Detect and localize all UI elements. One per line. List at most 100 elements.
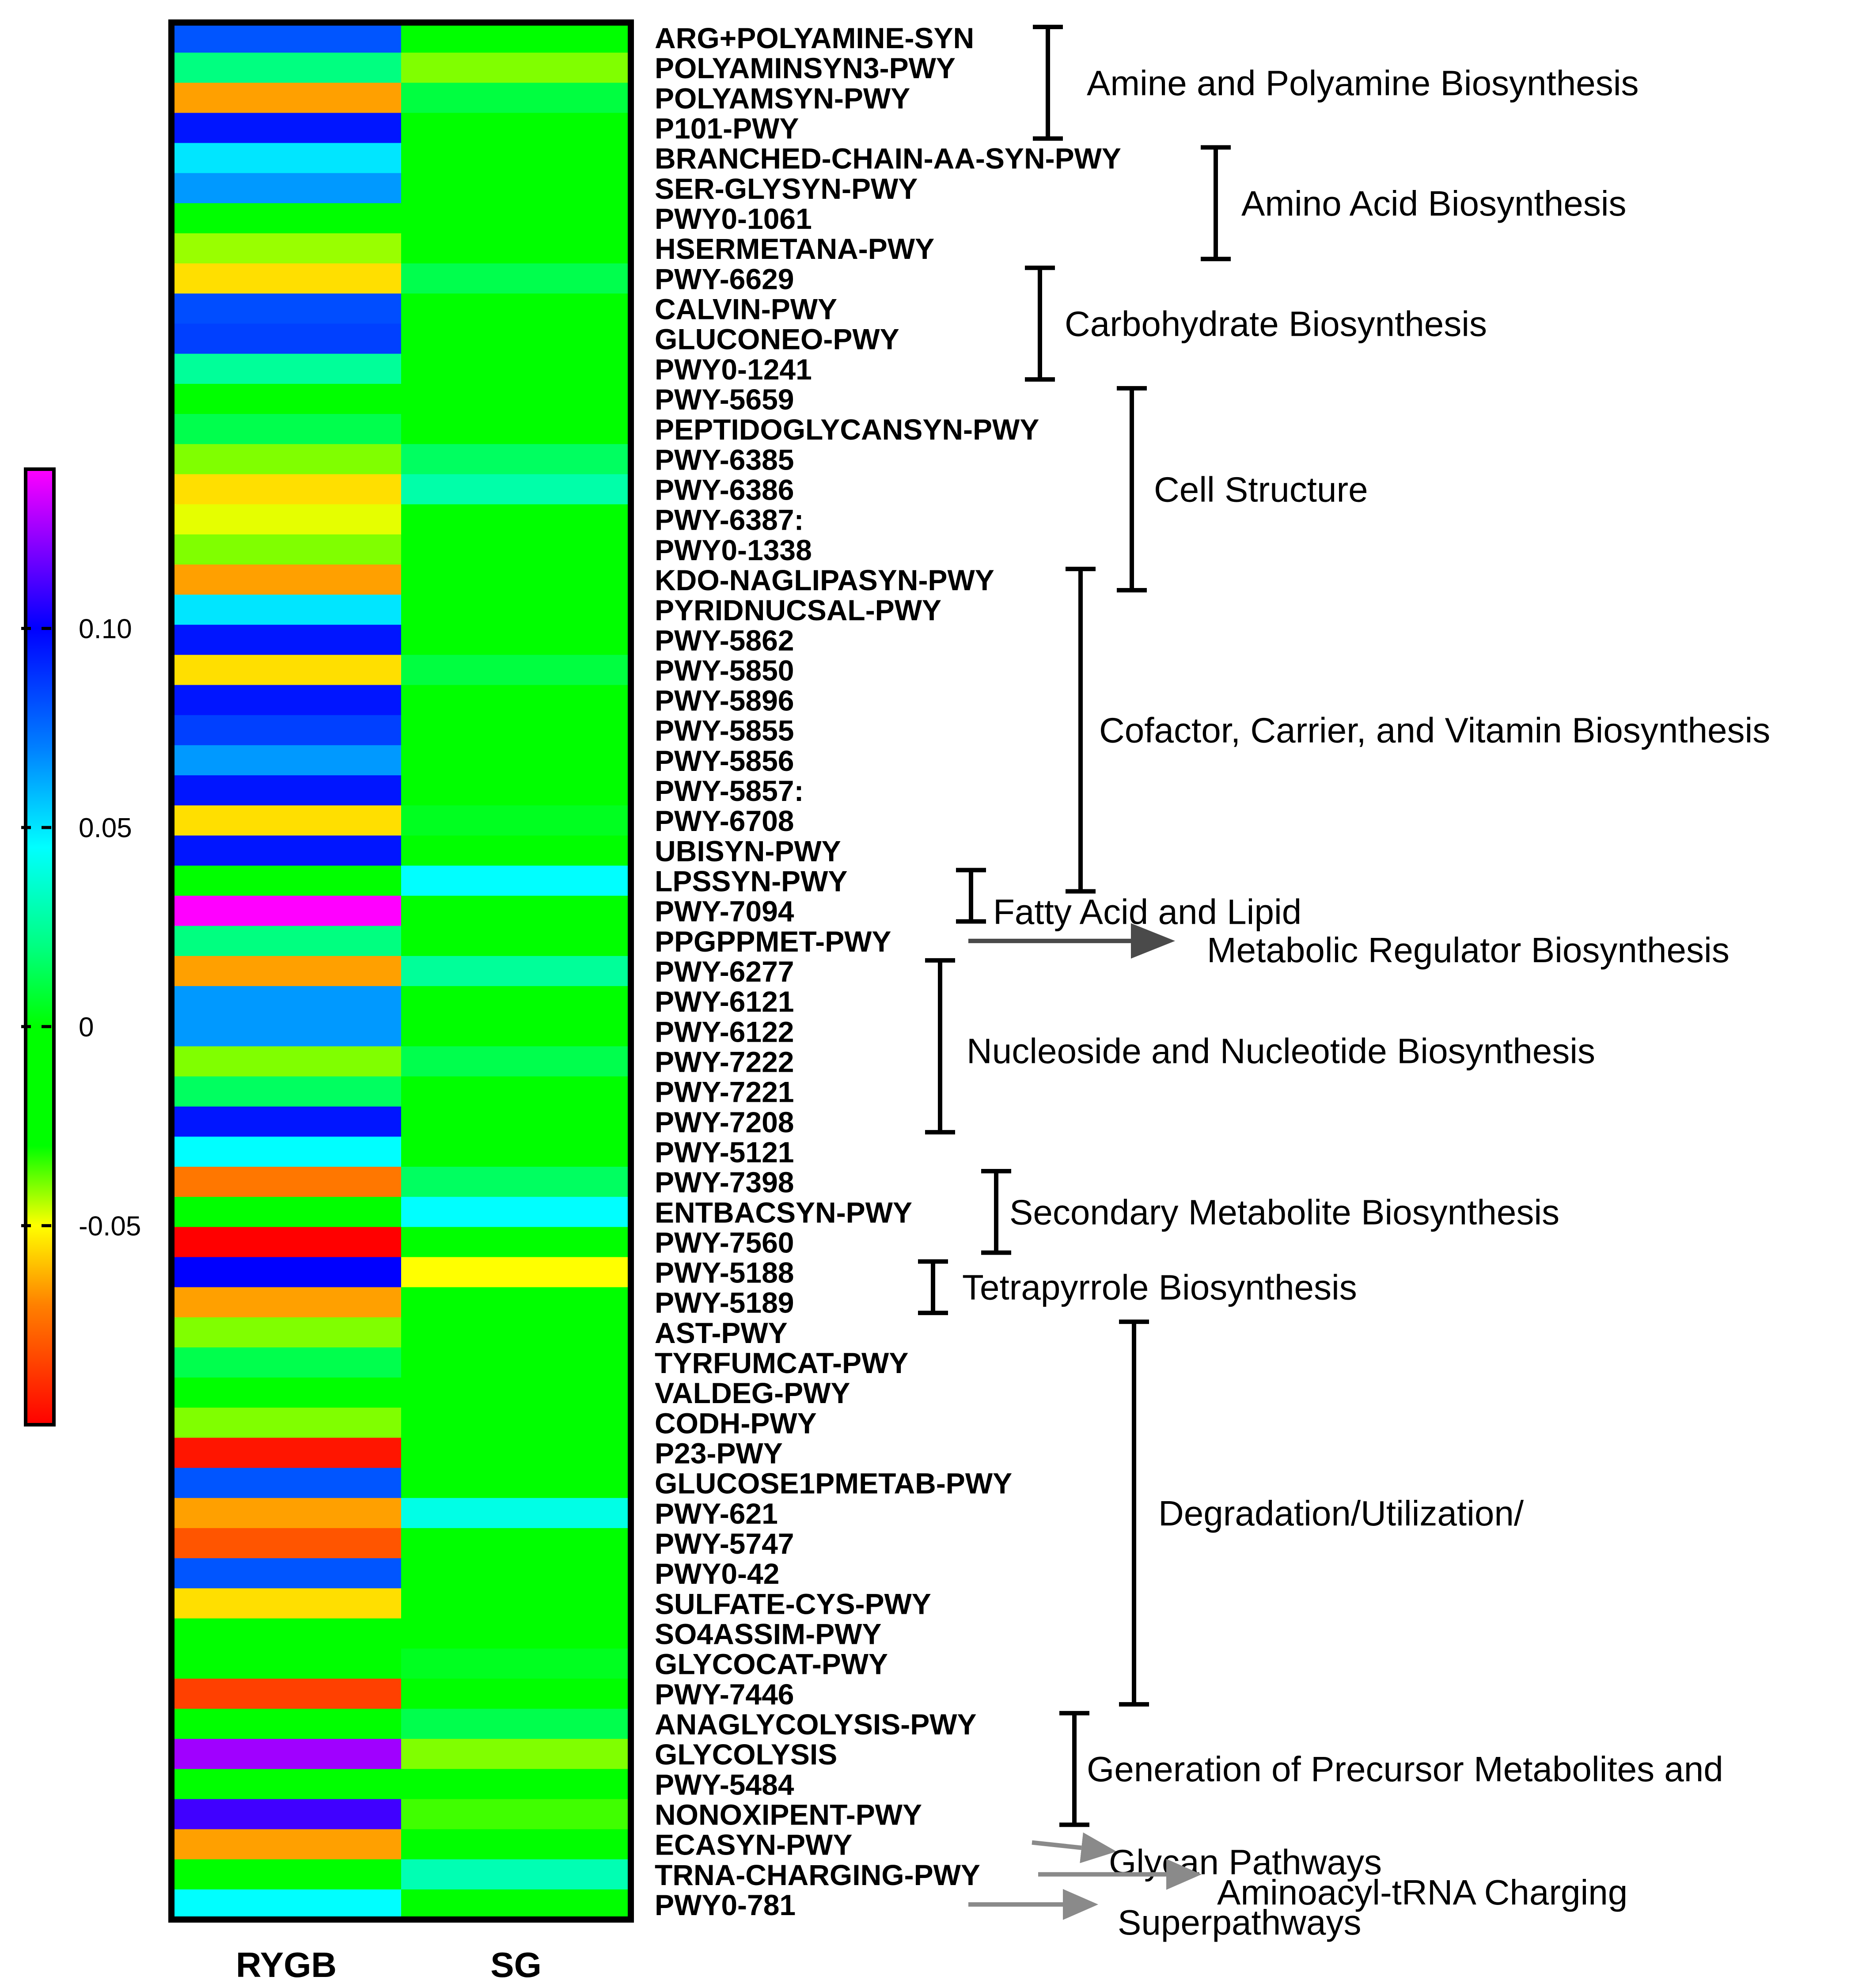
row-label: PWY-6122 xyxy=(655,1015,794,1048)
colorbar-gradient xyxy=(24,467,56,1427)
heatmap-cell-sg-57 xyxy=(401,1739,631,1769)
heatmap-cell-rygb-15 xyxy=(171,474,402,505)
heatmap-cell-rygb-32 xyxy=(171,986,402,1017)
row-label: PWY-5188 xyxy=(655,1256,794,1289)
row-label: PWY-5850 xyxy=(655,654,794,687)
heatmap-cell-rygb-50 xyxy=(171,1528,402,1559)
row-label: PWY-5747 xyxy=(655,1527,794,1560)
heatmap-cell-rygb-3 xyxy=(171,113,402,144)
heatmap-cell-rygb-40 xyxy=(171,1227,402,1258)
row-label: VALDEG-PWY xyxy=(655,1377,850,1409)
row-label: PWY-7560 xyxy=(655,1226,794,1259)
heatmap-cell-rygb-47 xyxy=(171,1438,402,1468)
pathway-groups: Amine and Polyamine Biosynthesis Amino Ac… xyxy=(918,25,1770,1942)
group-label: Amino Acid Biosynthesis xyxy=(1241,184,1627,223)
heatmap-cell-sg-22 xyxy=(401,685,631,716)
row-label: PWY-5121 xyxy=(655,1136,794,1169)
heatmap-cell-rygb-23 xyxy=(171,715,402,746)
heatmap-cell-rygb-42 xyxy=(171,1287,402,1318)
heatmap-cell-rygb-24 xyxy=(171,745,402,776)
group-label: Tetrapyrrole Biosynthesis xyxy=(962,1268,1357,1307)
heatmap-cell-sg-60 xyxy=(401,1829,631,1860)
heatmap-cell-sg-35 xyxy=(401,1076,631,1107)
row-label: PWY-6386 xyxy=(655,473,794,506)
heatmap-cell-rygb-18 xyxy=(171,564,402,595)
colorbar: 0.10 0.05 0 -0.05 xyxy=(21,467,141,1427)
column-labels: RYGB SG xyxy=(236,1945,542,1984)
row-label: P101-PWY xyxy=(655,112,799,145)
row-label: TRNA-CHARGING-PWY xyxy=(655,1859,980,1891)
row-label: CALVIN-PWY xyxy=(655,293,837,326)
group: Nucleoside and Nucleotide Biosynthesis xyxy=(925,958,1595,1134)
row-label: TYRFUMCAT-PWY xyxy=(655,1347,908,1379)
group: Fatty Acid and Lipid xyxy=(956,868,1301,932)
column-label-sg: SG xyxy=(490,1945,542,1984)
row-label: PWY-7221 xyxy=(655,1076,794,1108)
row-label: PWY-5855 xyxy=(655,714,794,747)
heatmap-cell-sg-5 xyxy=(401,173,631,204)
heatmap-cell-rygb-0 xyxy=(171,23,402,53)
group-label: Aminoacyl-tRNA Charging xyxy=(1217,1873,1627,1912)
heatmap-cell-rygb-51 xyxy=(171,1558,402,1589)
row-label: PWY-5896 xyxy=(655,684,794,717)
row-label: PWY-7222 xyxy=(655,1045,794,1078)
heatmap-cell-sg-62 xyxy=(401,1889,631,1920)
row-label: PWY-5189 xyxy=(655,1286,794,1319)
heatmap-cell-rygb-45 xyxy=(171,1377,402,1408)
row-label: PWY-6629 xyxy=(655,262,794,295)
heatmap-cell-sg-41 xyxy=(401,1257,631,1288)
heatmap-cell-rygb-4 xyxy=(171,143,402,174)
heatmap-cell-sg-10 xyxy=(401,323,631,354)
row-label: CODH-PWY xyxy=(655,1407,817,1439)
group: Metabolic Regulator Biosynthesis xyxy=(968,923,1730,970)
heatmap-cell-rygb-54 xyxy=(171,1648,402,1679)
heatmap-cell-rygb-16 xyxy=(171,504,402,535)
heatmap-cell-rygb-38 xyxy=(171,1167,402,1197)
row-label: UBISYN-PWY xyxy=(655,835,841,867)
heatmap-cell-rygb-12 xyxy=(171,383,402,414)
heatmap-cell-sg-46 xyxy=(401,1408,631,1438)
row-label: PWY0-781 xyxy=(655,1889,796,1921)
heatmap-cell-rygb-43 xyxy=(171,1317,402,1348)
row-label: P23-PWY xyxy=(655,1437,783,1470)
heatmap-cell-sg-54 xyxy=(401,1648,631,1679)
heatmap-cell-rygb-33 xyxy=(171,1016,402,1047)
row-label: KDO-NAGLIPASYN-PWY xyxy=(655,564,994,596)
heatmap-cell-sg-44 xyxy=(401,1347,631,1378)
row-label: PWY-7208 xyxy=(655,1106,794,1138)
heatmap-border xyxy=(168,19,634,1923)
heatmap-cell-sg-55 xyxy=(401,1678,631,1709)
heatmap-cell-rygb-61 xyxy=(171,1859,402,1890)
row-label: PWY-6708 xyxy=(655,804,794,837)
heatmap-cell-sg-47 xyxy=(401,1438,631,1468)
row-label: POLYAMSYN-PWY xyxy=(655,82,910,114)
row-label: POLYAMINSYN3-PWY xyxy=(655,52,956,84)
heatmap-cell-rygb-11 xyxy=(171,353,402,384)
row-label: PWY-7094 xyxy=(655,895,794,928)
heatmap-cell-sg-8 xyxy=(401,263,631,294)
row-label: PWY-7446 xyxy=(655,1678,794,1711)
group: Cell Structure xyxy=(1117,386,1368,593)
heatmap-cell-rygb-52 xyxy=(171,1588,402,1619)
row-label: NONOXIPENT-PWY xyxy=(655,1798,922,1831)
group-label: Cell Structure xyxy=(1154,470,1368,509)
heatmap-cell-rygb-62 xyxy=(171,1889,402,1920)
group: Secondary Metabolite Biosynthesis xyxy=(981,1169,1559,1255)
heatmap-cell-rygb-13 xyxy=(171,414,402,444)
row-label: GLUCONEO-PWY xyxy=(655,323,899,356)
heatmap-cell-rygb-30 xyxy=(171,926,402,956)
heatmap-cell-rygb-46 xyxy=(171,1408,402,1438)
group-label: Fatty Acid and Lipid xyxy=(993,892,1301,932)
heatmap-cell-sg-27 xyxy=(401,835,631,866)
row-labels: ARG+POLYAMINE-SYNPOLYAMINSYN3-PWYPOLYAMS… xyxy=(655,22,1121,1921)
heatmap-cell-rygb-27 xyxy=(171,835,402,866)
heatmap-cell-sg-13 xyxy=(401,414,631,444)
heatmap-cell-sg-14 xyxy=(401,444,631,474)
group: Aminoacyl-tRNA Charging xyxy=(1038,1859,1627,1912)
row-label: PWY0-1241 xyxy=(655,353,812,386)
row-label: PEPTIDOGLYCANSYN-PWY xyxy=(655,413,1039,446)
heatmap-cell-sg-26 xyxy=(401,805,631,836)
row-label: PWY-5856 xyxy=(655,744,794,777)
heatmap-cell-rygb-55 xyxy=(171,1678,402,1709)
heatmap-cell-sg-32 xyxy=(401,986,631,1017)
